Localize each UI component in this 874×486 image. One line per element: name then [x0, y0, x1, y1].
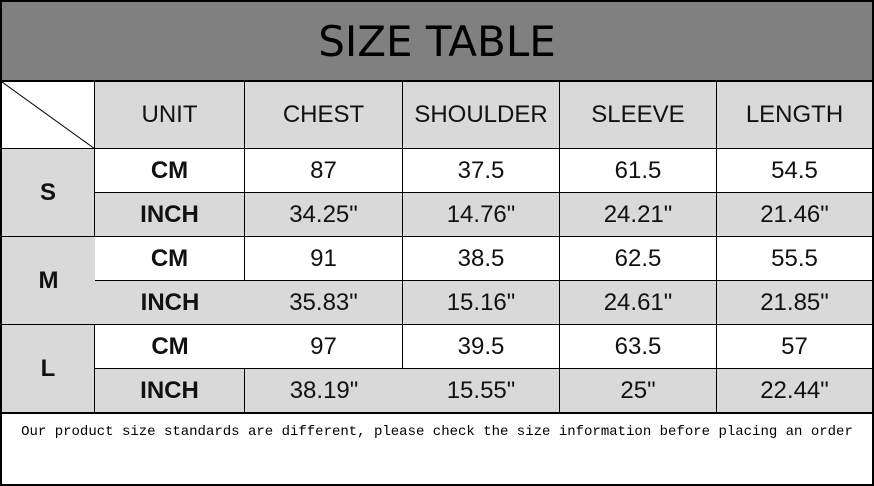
value-cell: 38.5	[403, 237, 560, 281]
unit-cell: INCH	[95, 369, 245, 413]
value-cell: 25"	[560, 369, 717, 413]
value-cell: 37.5	[403, 149, 560, 193]
unit-cell: CM	[95, 237, 245, 281]
header-sleeve: SLEEVE	[560, 82, 717, 149]
value-cell: 15.55"	[403, 369, 560, 413]
value-cell: 91	[245, 237, 403, 281]
value-cell: 55.5	[717, 237, 872, 281]
size-grid: UNIT CHEST SHOULDER SLEEVE LENGTH S CM 87 3…	[2, 82, 872, 413]
size-label: M	[2, 237, 95, 325]
value-cell: 21.85"	[717, 281, 872, 325]
unit-cell: INCH	[95, 193, 245, 237]
value-cell: 38.19"	[245, 369, 403, 413]
value-cell: 15.16"	[403, 281, 560, 325]
value-cell: 24.61"	[560, 281, 717, 325]
value-cell: 24.21"	[560, 193, 717, 237]
value-cell: 14.76"	[403, 193, 560, 237]
value-cell: 35.83"	[245, 281, 403, 325]
value-cell: 57	[717, 325, 872, 369]
diagonal-line	[2, 82, 95, 149]
value-cell: 21.46"	[717, 193, 872, 237]
unit-cell: CM	[95, 325, 245, 369]
value-cell: 63.5	[560, 325, 717, 369]
footer-note: Our product size standards are different…	[2, 413, 872, 484]
unit-cell: CM	[95, 149, 245, 193]
header-shoulder: SHOULDER	[403, 82, 560, 149]
value-cell: 39.5	[403, 325, 560, 369]
corner-cell	[2, 82, 95, 149]
value-cell: 61.5	[560, 149, 717, 193]
size-label: L	[2, 325, 95, 413]
size-label: S	[2, 149, 95, 237]
header-chest: CHEST	[245, 82, 403, 149]
value-cell: 87	[245, 149, 403, 193]
value-cell: 97	[245, 325, 403, 369]
value-cell: 54.5	[717, 149, 872, 193]
value-cell: 62.5	[560, 237, 717, 281]
value-cell: 22.44"	[717, 369, 872, 413]
header-unit: UNIT	[95, 82, 245, 149]
header-length: LENGTH	[717, 82, 872, 149]
table-title: SIZE TABLE	[2, 2, 872, 82]
value-cell: 34.25"	[245, 193, 403, 237]
unit-cell: INCH	[95, 281, 245, 325]
